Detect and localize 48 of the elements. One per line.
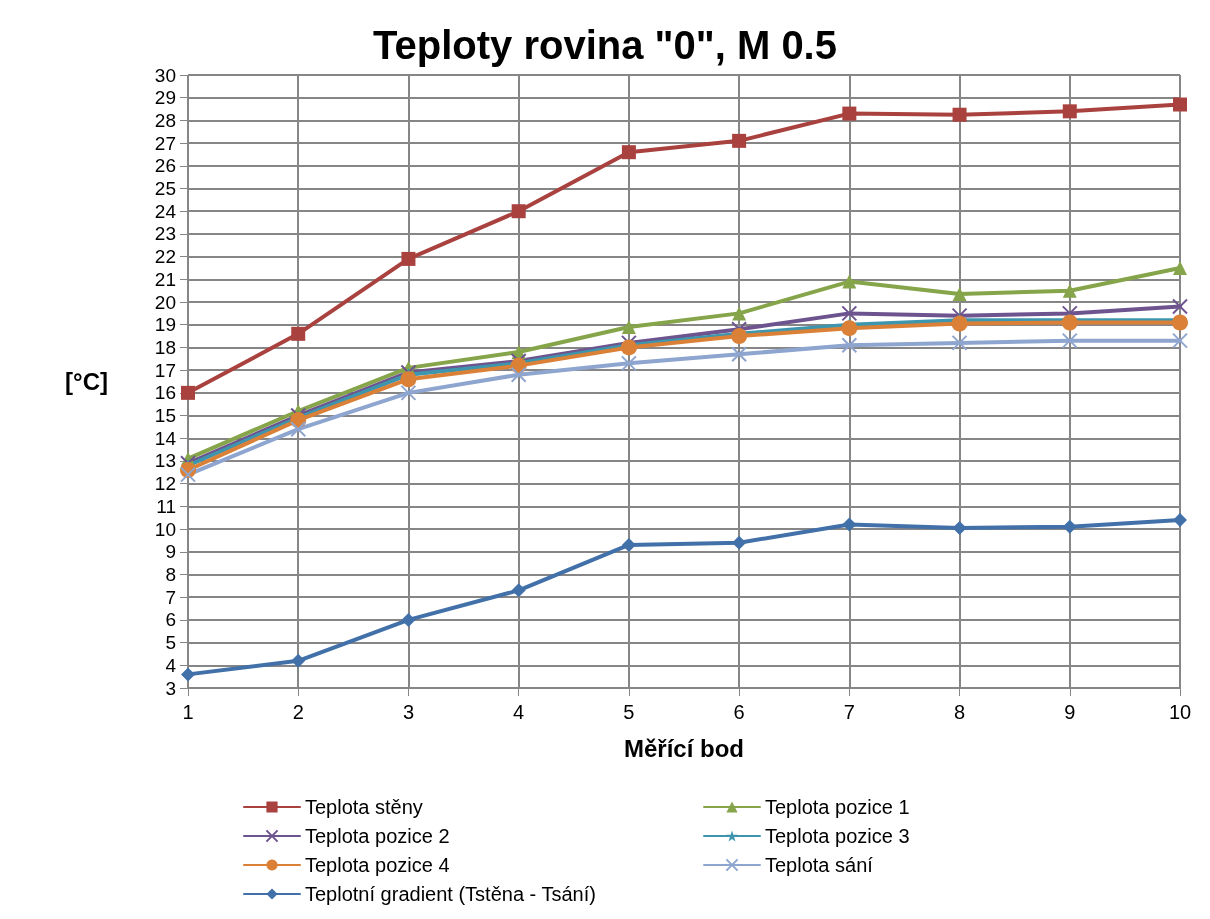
legend-label: Teplotní gradient (Tstěna - Tsání) [305, 883, 596, 905]
y-tick-label: 19 [154, 314, 176, 336]
x-tick-label: 1 [182, 701, 194, 723]
y-tick-label: 10 [154, 518, 176, 540]
y-tick-label: 17 [154, 359, 176, 381]
y-tick-label: 14 [154, 427, 177, 449]
y-tick-label: 18 [154, 336, 176, 358]
y-tick-label: 21 [154, 268, 176, 290]
y-tick-label: 26 [154, 155, 176, 177]
y-tick-label: 16 [154, 382, 176, 404]
y-tick-label: 27 [154, 132, 176, 154]
x-axis-title: Měřící bod [623, 734, 745, 762]
y-tick-label: 23 [154, 223, 176, 245]
y-tick-label: 22 [154, 246, 176, 268]
y-tick-label: 3 [165, 677, 176, 699]
x-tick-label: 9 [1064, 701, 1076, 723]
y-tick-label: 20 [154, 291, 176, 313]
y-tick-label: 7 [165, 586, 176, 608]
legend-label: Teplota pozice 2 [305, 825, 450, 847]
y-tick-label: 13 [154, 450, 176, 472]
y-tick-label: 28 [154, 109, 176, 131]
y-tick-label: 11 [156, 495, 176, 517]
y-tick-label: 12 [154, 473, 176, 495]
x-tick-label: 4 [513, 701, 525, 723]
x-tick-label: 10 [1168, 701, 1192, 723]
x-tick-label: 3 [402, 701, 415, 723]
legend-label: Teplota pozice 4 [305, 854, 450, 876]
y-tick-label: 29 [154, 87, 176, 109]
y-tick-label: 24 [154, 200, 177, 222]
x-tick-label: 7 [843, 701, 855, 723]
y-tick-label: 4 [165, 654, 177, 676]
x-tick-label: 2 [292, 701, 304, 723]
legend-label: Teplota stěny [305, 796, 423, 818]
y-tick-label: 15 [154, 405, 176, 427]
legend-label: Teplota sání [765, 854, 874, 876]
y-axis-title: [°C] [65, 368, 108, 395]
x-tick-label: 6 [733, 701, 745, 723]
y-tick-label: 25 [154, 178, 176, 200]
y-tick-label: 30 [154, 64, 176, 86]
legend-label: Teplota pozice 3 [765, 825, 910, 847]
chart-title: Teploty rovina "0", M 0.5 [373, 23, 837, 67]
y-tick-label: 5 [165, 632, 176, 654]
y-tick-label: 9 [165, 541, 176, 563]
y-tick-label: 8 [165, 563, 176, 585]
y-tick-label: 6 [165, 609, 176, 631]
legend-label: Teplota pozice 1 [765, 796, 910, 818]
x-tick-label: 5 [623, 701, 635, 723]
x-tick-label: 8 [953, 701, 966, 723]
